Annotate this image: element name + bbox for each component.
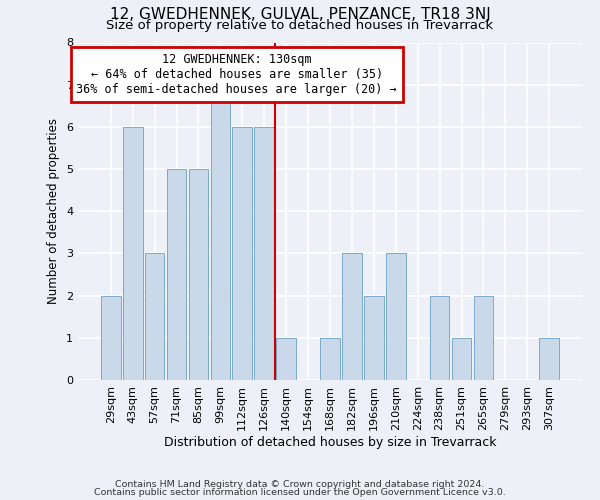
Bar xyxy=(430,296,449,380)
Bar xyxy=(167,169,187,380)
Bar xyxy=(386,254,406,380)
Bar xyxy=(539,338,559,380)
Bar xyxy=(145,254,164,380)
Bar xyxy=(101,296,121,380)
Text: Size of property relative to detached houses in Trevarrack: Size of property relative to detached ho… xyxy=(106,19,494,32)
Bar xyxy=(473,296,493,380)
X-axis label: Distribution of detached houses by size in Trevarrack: Distribution of detached houses by size … xyxy=(164,436,496,448)
Text: 12, GWEDHENNEK, GULVAL, PENZANCE, TR18 3NJ: 12, GWEDHENNEK, GULVAL, PENZANCE, TR18 3… xyxy=(110,8,490,22)
Bar xyxy=(276,338,296,380)
Bar xyxy=(342,254,362,380)
Y-axis label: Number of detached properties: Number of detached properties xyxy=(47,118,61,304)
Bar xyxy=(211,84,230,380)
Text: Contains HM Land Registry data © Crown copyright and database right 2024.: Contains HM Land Registry data © Crown c… xyxy=(115,480,485,489)
Bar xyxy=(232,127,252,380)
Bar xyxy=(320,338,340,380)
Text: Contains public sector information licensed under the Open Government Licence v3: Contains public sector information licen… xyxy=(94,488,506,497)
Bar xyxy=(123,127,143,380)
Text: 12 GWEDHENNEK: 130sqm
← 64% of detached houses are smaller (35)
36% of semi-deta: 12 GWEDHENNEK: 130sqm ← 64% of detached … xyxy=(76,52,397,96)
Bar xyxy=(452,338,472,380)
Bar xyxy=(364,296,384,380)
Bar xyxy=(188,169,208,380)
Bar xyxy=(254,127,274,380)
